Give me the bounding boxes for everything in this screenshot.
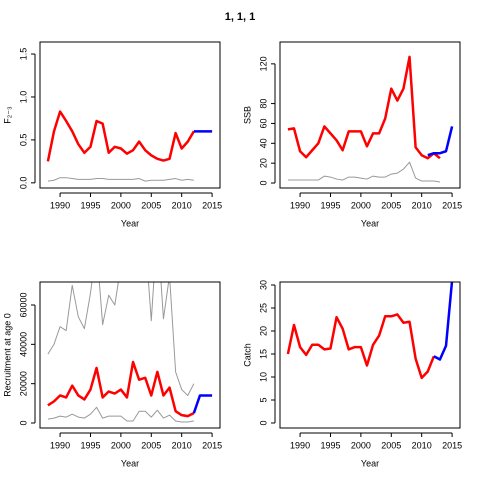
x-tick-label: 1995 <box>80 200 100 210</box>
y-tick-label: 0 <box>18 420 28 425</box>
y-tick-label: 0 <box>258 181 268 186</box>
x-tick-label: 2010 <box>172 200 192 210</box>
series-line <box>47 282 195 396</box>
y-tick-label: 20 <box>258 326 268 336</box>
series-line <box>287 161 441 183</box>
x-tick-label: 1990 <box>50 440 70 450</box>
x-tick-label: 2010 <box>172 440 192 450</box>
y-tick-label: 20 <box>258 158 268 168</box>
x-axis-label: Year <box>361 218 379 228</box>
x-tick-label: 1990 <box>290 200 310 210</box>
x-tick-label: 2005 <box>141 440 161 450</box>
panel: 1990 1995 2000 2005 2010 2015 0.0 0.5 1.0 1.5 Year… <box>2 41 222 228</box>
y-tick-label: 30 <box>258 280 268 290</box>
x-tick-label: 2005 <box>381 440 401 450</box>
plot-frame <box>39 41 221 189</box>
plot-area <box>47 282 213 423</box>
series-line <box>287 55 441 160</box>
series-line <box>286 313 436 380</box>
y-tick-label: 0.5 <box>18 134 28 147</box>
panel: 1990 1995 2000 2005 2010 2015 0 20000 40000 60000… <box>2 281 222 468</box>
x-axis-label: Year <box>361 458 379 468</box>
y-tick-label: 0 <box>258 420 268 425</box>
y-tick-label: 1.0 <box>18 91 28 104</box>
x-tick-label: 1995 <box>80 440 100 450</box>
x-tick-label: 1990 <box>50 200 70 210</box>
panel: 1990 1995 2000 2005 2010 2015 0 20 40 60 80 120 Year… <box>242 41 462 228</box>
x-tick-label: 2000 <box>111 200 131 210</box>
x-tick-label: 2015 <box>202 200 222 210</box>
plot-area <box>286 282 454 380</box>
series-line <box>46 110 195 162</box>
plot-frame <box>39 281 221 429</box>
y-tick-label: 20000 <box>18 371 28 396</box>
series-line <box>47 177 194 182</box>
y-tick-label: 15 <box>258 349 268 359</box>
x-tick-label: 2010 <box>412 440 432 450</box>
figure-title: 1, 1, 1 <box>225 11 256 23</box>
y-tick-label: 5 <box>258 397 268 402</box>
y-tick-label: 40 <box>258 138 268 148</box>
y-tick-label: 0.0 <box>18 177 28 190</box>
y-axis-label: F₂₋₃ <box>2 106 12 124</box>
x-tick-label: 2005 <box>141 200 161 210</box>
y-tick-label: 120 <box>258 56 268 71</box>
series-line <box>433 282 454 361</box>
plot-area <box>287 55 454 183</box>
y-tick-label: 60000 <box>18 292 28 317</box>
y-tick-label: 10 <box>258 372 268 382</box>
x-tick-label: 2010 <box>412 200 432 210</box>
x-tick-label: 2000 <box>351 200 371 210</box>
x-tick-label: 2000 <box>351 440 371 450</box>
series-line <box>47 406 194 423</box>
x-tick-label: 2015 <box>442 440 462 450</box>
y-tick-label: 40000 <box>18 332 28 357</box>
plot-frame <box>279 281 461 429</box>
y-tick-label: 60 <box>258 118 268 128</box>
y-tick-label: 25 <box>258 303 268 313</box>
series-line <box>427 126 454 157</box>
y-axis-label: Recruitment at age 0 <box>2 313 12 397</box>
x-axis-label: Year <box>121 458 139 468</box>
x-tick-label: 2015 <box>442 200 462 210</box>
series-line <box>192 394 213 414</box>
plot-area <box>46 110 213 182</box>
x-tick-label: 2005 <box>381 200 401 210</box>
y-axis-label: Catch <box>242 343 252 367</box>
x-tick-label: 2000 <box>111 440 131 450</box>
x-tick-label: 1995 <box>320 200 340 210</box>
y-tick-label: 1.5 <box>18 48 28 61</box>
plot-frame <box>279 41 461 189</box>
series-line <box>47 360 195 418</box>
panel: 1990 1995 2000 2005 2010 2015 0 5 10 15 20 25 30 Year… <box>242 280 462 468</box>
y-tick-label: 80 <box>258 99 268 109</box>
x-tick-label: 1995 <box>320 440 340 450</box>
x-tick-label: 1990 <box>290 440 310 450</box>
x-tick-label: 2015 <box>202 440 222 450</box>
x-axis-label: Year <box>121 218 139 228</box>
y-axis-label: SSB <box>242 106 252 124</box>
